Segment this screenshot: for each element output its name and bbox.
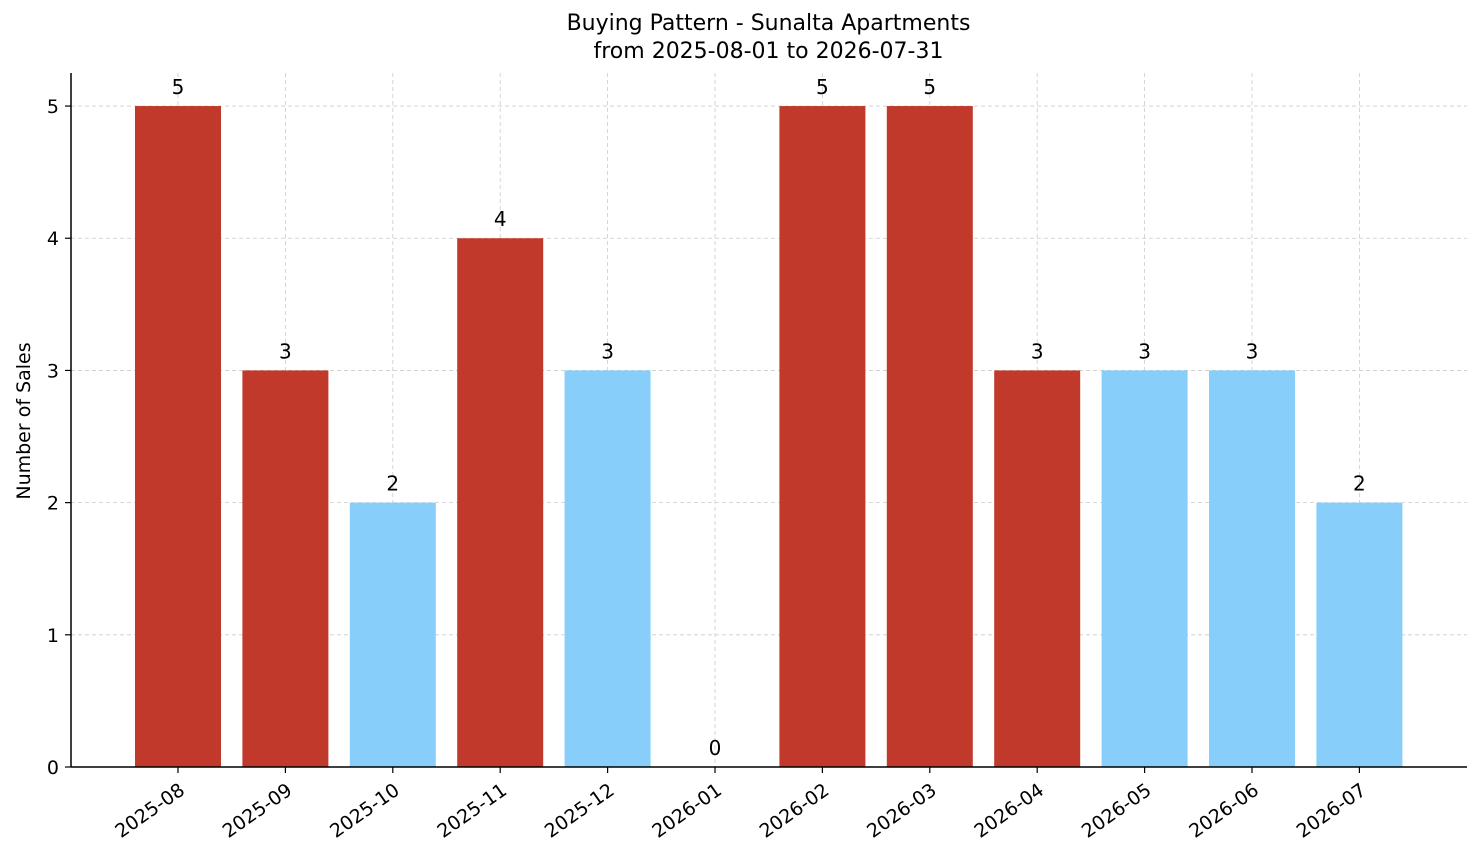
- y-tick-label: 0: [47, 757, 59, 779]
- bar-value-label: 3: [1246, 339, 1259, 363]
- bar-value-label: 3: [601, 339, 614, 363]
- x-tick-label: 2025-12: [541, 779, 619, 843]
- bar-2025-10: [349, 502, 436, 767]
- bar-2026-05: [1101, 370, 1188, 767]
- bar-value-label: 2: [1353, 472, 1366, 496]
- bar-value-label: 0: [709, 736, 722, 760]
- bar-value-label: 3: [1138, 339, 1151, 363]
- chart-title: Buying Pattern - Sunalta Apartments: [566, 11, 971, 36]
- y-tick-label: 4: [47, 228, 59, 250]
- bar-value-label: 4: [494, 207, 507, 231]
- bar-2025-11: [457, 238, 544, 767]
- y-tick-label: 2: [47, 493, 59, 515]
- x-tick-label: 2026-01: [648, 779, 726, 843]
- bar-value-label: 2: [386, 472, 399, 496]
- bar-value-label: 3: [279, 339, 292, 363]
- x-tick-label: 2026-03: [863, 779, 941, 843]
- bar-2025-12: [564, 370, 651, 767]
- bar-2025-08: [135, 106, 221, 768]
- x-tick-label: 2026-04: [970, 779, 1048, 843]
- bar-2026-04: [994, 370, 1081, 767]
- bar-labels: 5 3 2 4 3 0 5 5 3 3 3 2: [172, 75, 1366, 760]
- bar-value-label: 5: [172, 75, 185, 99]
- x-tick-label: 2025-08: [111, 779, 189, 843]
- bar-2026-07: [1316, 502, 1403, 767]
- x-tick-label: 2025-09: [219, 779, 297, 843]
- y-tick-label: 5: [47, 96, 59, 118]
- x-tick-label: 2025-11: [433, 779, 511, 843]
- axes: [70, 73, 1467, 768]
- bar-2026-06: [1209, 370, 1295, 767]
- bar-2025-09: [242, 370, 329, 767]
- y-tick-label: 1: [47, 625, 59, 647]
- chart-subtitle: from 2025-08-01 to 2026-07-31: [593, 39, 944, 64]
- bar-2026-03: [886, 106, 973, 768]
- x-tick-label: 2026-05: [1078, 779, 1156, 843]
- bar-value-label: 3: [1031, 339, 1044, 363]
- bar-2026-02: [779, 106, 866, 768]
- bar-value-label: 5: [816, 75, 829, 99]
- y-tick-label: 3: [47, 360, 59, 382]
- bar-value-label: 5: [923, 75, 936, 99]
- x-tick-label: 2025-10: [326, 779, 404, 843]
- x-tick-label: 2026-02: [756, 779, 834, 843]
- x-tick-label: 2026-07: [1293, 779, 1371, 843]
- y-axis-label: Number of Sales: [13, 342, 35, 499]
- x-tick-label: 2026-06: [1185, 779, 1263, 843]
- bars: [135, 106, 1403, 768]
